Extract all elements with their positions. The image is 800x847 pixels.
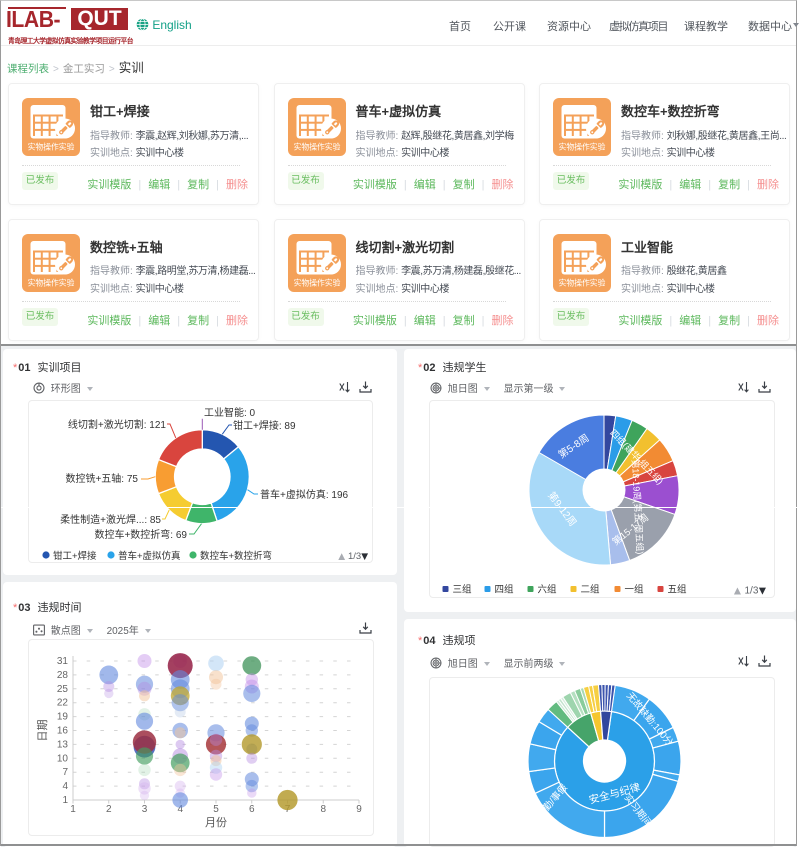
svg-text:数控铣+五轴: 75: 数控铣+五轴: 75 [65, 472, 138, 485]
svg-text:31: 31 [57, 656, 69, 667]
svg-text:4: 4 [62, 781, 68, 792]
svg-text:1/3: 1/3 [348, 551, 361, 562]
svg-text:钳工+焊接: 89: 钳工+焊接: 89 [233, 419, 296, 432]
svg-text:7: 7 [62, 767, 68, 778]
svg-text:三组: 三组 [452, 584, 472, 596]
svg-text:4: 4 [177, 804, 183, 815]
svg-text:实物操作实验: 实物操作实验 [28, 142, 75, 152]
svg-text:1/3: 1/3 [744, 586, 758, 597]
svg-text:1: 1 [62, 795, 68, 806]
svg-text:普车+虚拟仿真: 196: 普车+虚拟仿真: 196 [260, 488, 349, 501]
svg-text:普车+虚拟仿真: 普车+虚拟仿真 [118, 550, 181, 562]
svg-text:2: 2 [106, 804, 112, 815]
svg-text:一组: 一组 [624, 584, 644, 596]
svg-text:实物操作实验: 实物操作实验 [293, 142, 340, 152]
svg-text:柔性制造+激光焊...: 85: 柔性制造+激光焊...: 85 [60, 513, 161, 526]
svg-text:9: 9 [356, 804, 362, 815]
svg-text:1: 1 [70, 804, 76, 815]
svg-text:5: 5 [213, 804, 219, 815]
svg-text:3: 3 [142, 804, 148, 815]
svg-text:▲: ▲ [336, 551, 347, 563]
svg-text:28: 28 [57, 670, 69, 681]
svg-text:10: 10 [57, 753, 69, 764]
svg-text:工业智能: 0: 工业智能: 0 [204, 406, 256, 419]
svg-text:22: 22 [57, 698, 69, 709]
svg-text:六组: 六组 [537, 584, 557, 596]
svg-text:实物操作实验: 实物操作实验 [559, 142, 606, 152]
svg-text:钳工+焊接: 钳工+焊接 [53, 550, 97, 562]
svg-text:四组: 四组 [494, 584, 514, 596]
svg-text:实物操作实验: 实物操作实验 [559, 277, 606, 287]
svg-text:五组: 五组 [667, 584, 687, 596]
svg-text:6: 6 [249, 804, 255, 815]
svg-text:二组: 二组 [580, 584, 600, 596]
svg-text:数控车+数控折弯: 69: 数控车+数控折弯: 69 [94, 528, 187, 541]
svg-text:月份: 月份 [205, 816, 227, 829]
svg-text:数控车+数控折弯: 数控车+数控折弯 [200, 550, 272, 562]
svg-text:13: 13 [57, 739, 69, 750]
svg-text:▼: ▼ [359, 551, 370, 563]
svg-text:▲: ▲ [731, 584, 743, 598]
svg-text:实物操作实验: 实物操作实验 [293, 277, 340, 287]
svg-text:线切割+激光切割: 121: 线切割+激光切割: 121 [68, 418, 167, 431]
svg-text:日期: 日期 [36, 720, 49, 742]
svg-text:▼: ▼ [756, 584, 768, 598]
svg-text:8: 8 [320, 804, 326, 815]
svg-text:第18-19周(第五-周五组): 第18-19周(第五-周五组) [630, 459, 646, 554]
svg-text:25: 25 [57, 684, 69, 695]
svg-text:16: 16 [57, 726, 69, 737]
svg-text:实物操作实验: 实物操作实验 [28, 277, 75, 287]
svg-text:19: 19 [57, 712, 69, 723]
